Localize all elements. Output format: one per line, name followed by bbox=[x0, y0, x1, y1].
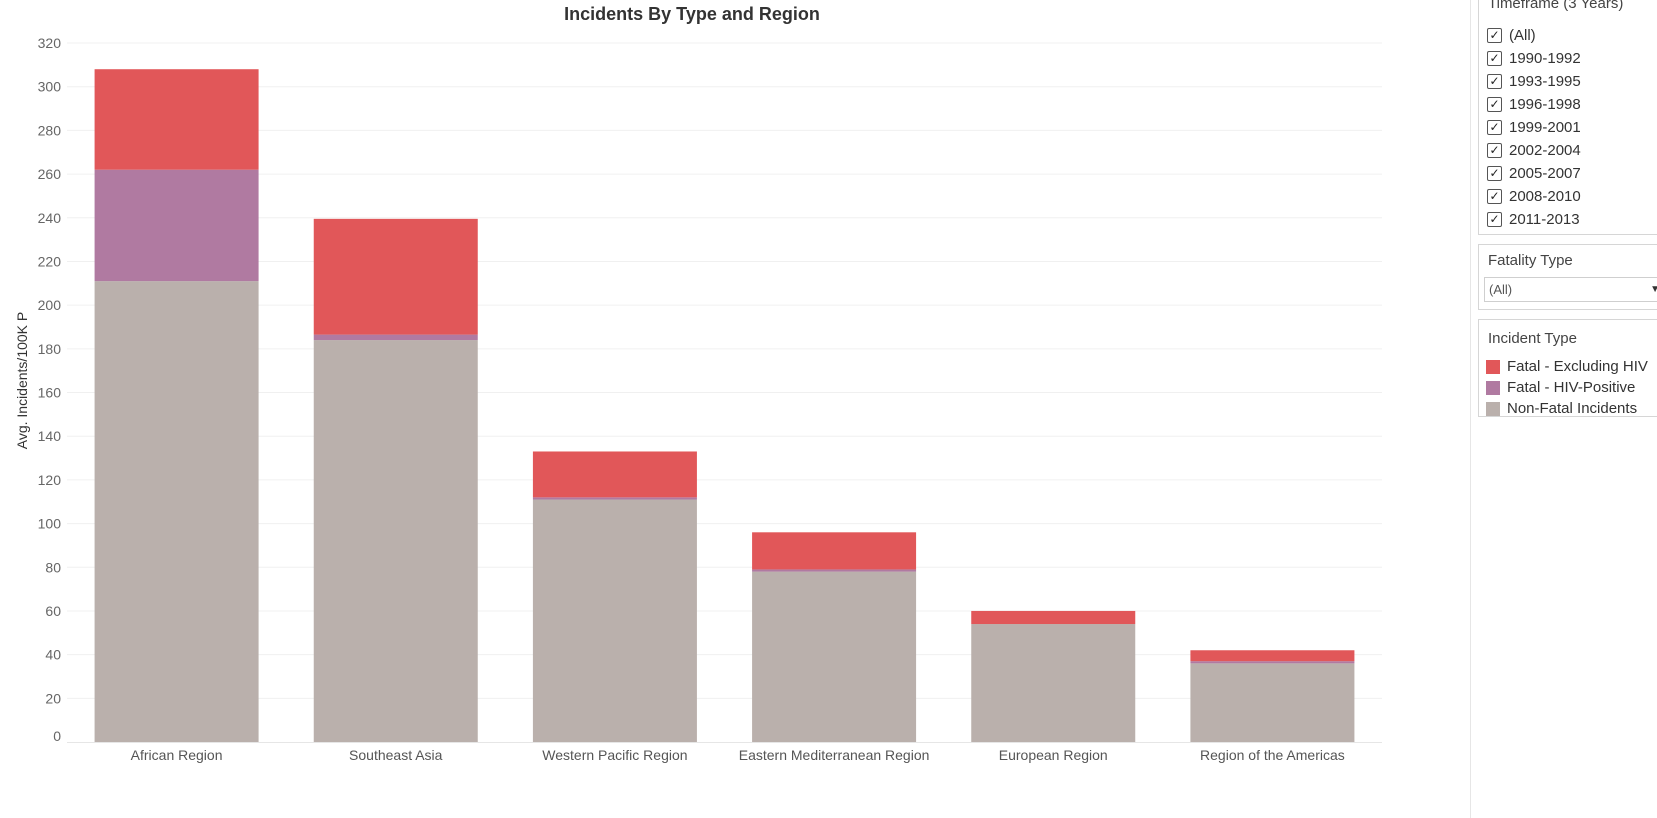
bar-segment bbox=[1190, 663, 1355, 742]
legend-items: Fatal - Excluding HIV Fatal - HIV-Positiv… bbox=[1479, 356, 1657, 419]
timeframe-option[interactable]: ✓ 2011-2013 bbox=[1479, 208, 1657, 231]
timeframe-option[interactable]: ✓ 1996-1998 bbox=[1479, 93, 1657, 116]
chevron-down-icon: ▼ bbox=[1650, 284, 1657, 295]
timeframe-option-label: 2008-2010 bbox=[1509, 188, 1581, 205]
chart: 0 20 40 60 80 100 120 140 160 180 200 220 240 260 280 3… bbox=[14, 4, 1382, 763]
bar-segment bbox=[532, 451, 697, 498]
chart-area: 0 20 40 60 80 100 120 140 160 180 200 220 240 260 280 3… bbox=[14, 4, 1382, 763]
y-tick-label: 180 bbox=[38, 341, 62, 357]
bar-segment bbox=[752, 569, 917, 572]
y-axis-label: Avg. Incidents/100K P bbox=[14, 312, 30, 450]
y-tick-label: 240 bbox=[38, 210, 62, 226]
y-tick-label: 160 bbox=[38, 385, 62, 401]
y-tick-label: 260 bbox=[38, 166, 62, 182]
legend-label: Non-Fatal Incidents bbox=[1507, 400, 1638, 417]
bar-segment bbox=[94, 69, 259, 170]
check-icon[interactable]: ✓ bbox=[1487, 212, 1502, 227]
legend-label: Fatal - Excluding HIV bbox=[1507, 358, 1648, 375]
timeframe-option[interactable]: ✓ 1990-1992 bbox=[1479, 47, 1657, 70]
bar-segment bbox=[94, 169, 259, 282]
bar-segment bbox=[1190, 650, 1355, 662]
timeframe-filter-title: Timeframe (3 Years) bbox=[1488, 0, 1624, 12]
y-tick-label: 220 bbox=[38, 253, 62, 269]
x-tick-label: Western Pacific Region bbox=[542, 747, 687, 763]
timeframe-option-label: 2011-2013 bbox=[1509, 211, 1580, 228]
bar-segment bbox=[313, 218, 478, 335]
check-icon[interactable]: ✓ bbox=[1487, 189, 1502, 204]
bar-segment bbox=[532, 499, 697, 742]
check-icon[interactable]: ✓ bbox=[1487, 28, 1502, 43]
fatality-type-select[interactable]: (All) ▼ bbox=[1484, 277, 1657, 302]
timeframe-option-label: 1996-1998 bbox=[1509, 96, 1581, 113]
timeframe-option-label: (All) bbox=[1509, 27, 1536, 44]
legend-swatch bbox=[1486, 380, 1500, 395]
legend-item[interactable]: Fatal - Excluding HIV bbox=[1479, 356, 1657, 377]
bar-segment bbox=[971, 610, 1136, 625]
timeframe-option[interactable]: ✓ 1993-1995 bbox=[1479, 70, 1657, 93]
bar-segment bbox=[94, 281, 259, 742]
y-tick-label: 40 bbox=[45, 647, 61, 663]
legend-label: Fatal - HIV-Positive bbox=[1507, 379, 1636, 396]
legend-item[interactable]: Fatal - HIV-Positive bbox=[1479, 377, 1657, 398]
bar-segment bbox=[313, 340, 478, 742]
timeframe-option-label: 1999-2001 bbox=[1509, 119, 1581, 136]
x-tick-label: European Region bbox=[999, 747, 1108, 763]
y-tick-label: 60 bbox=[45, 603, 61, 619]
bar-segment bbox=[752, 532, 917, 570]
bar-segment bbox=[532, 497, 697, 500]
timeframe-filter: Timeframe (3 Years) ✓ (All) ✓ 1990-1992 ✓ 199… bbox=[1478, 0, 1657, 235]
sidebar: Timeframe (3 Years) ✓ (All) ✓ 1990-1992 ✓ 199… bbox=[1470, 0, 1657, 818]
x-tick-label: Southeast Asia bbox=[349, 747, 443, 763]
x-tick-label: Eastern Mediterranean Region bbox=[739, 747, 930, 763]
bar-segment bbox=[1190, 661, 1355, 664]
y-tick-label: 320 bbox=[38, 35, 62, 51]
y-tick-label: 140 bbox=[38, 428, 62, 444]
y-tick-label: 100 bbox=[38, 516, 62, 532]
y-tick-label: 20 bbox=[45, 690, 61, 706]
y-tick-label: 80 bbox=[45, 559, 61, 575]
timeframe-option-label: 1990-1992 bbox=[1509, 50, 1581, 67]
fatality-type-title: Fatality Type bbox=[1488, 252, 1573, 269]
y-tick-label: 0 bbox=[53, 728, 61, 744]
check-icon[interactable]: ✓ bbox=[1487, 97, 1502, 112]
y-tick-label: 280 bbox=[38, 122, 62, 138]
legend-item[interactable]: Non-Fatal Incidents bbox=[1479, 398, 1657, 419]
timeframe-option[interactable]: ✓ (All) bbox=[1479, 24, 1657, 47]
bar-segment bbox=[752, 571, 917, 742]
y-tick-label: 120 bbox=[38, 472, 62, 488]
legend-swatch bbox=[1486, 401, 1500, 416]
timeframe-option[interactable]: ✓ 2008-2010 bbox=[1479, 185, 1657, 208]
legend-title: Incident Type bbox=[1488, 330, 1577, 347]
fatality-type-value: (All) bbox=[1489, 282, 1513, 297]
timeframe-option[interactable]: ✓ 2005-2007 bbox=[1479, 162, 1657, 185]
timeframe-option-label: 2005-2007 bbox=[1509, 165, 1581, 182]
y-tick-label: 200 bbox=[38, 297, 62, 313]
x-tick-label: African Region bbox=[131, 747, 223, 763]
timeframe-option[interactable]: ✓ 2002-2004 bbox=[1479, 139, 1657, 162]
check-icon[interactable]: ✓ bbox=[1487, 166, 1502, 181]
fatality-type-filter: Fatality Type (All) ▼ bbox=[1478, 244, 1657, 310]
check-icon[interactable]: ✓ bbox=[1487, 51, 1502, 66]
legend-swatch bbox=[1486, 359, 1500, 374]
bar-segment bbox=[313, 334, 478, 341]
incident-type-legend: Incident Type Fatal - Excluding HIV Fatal… bbox=[1478, 319, 1657, 417]
timeframe-option[interactable]: ✓ 1999-2001 bbox=[1479, 116, 1657, 139]
chart-title: Incidents By Type and Region bbox=[564, 4, 820, 24]
timeframe-option-label: 1993-1995 bbox=[1509, 73, 1581, 90]
timeframe-option-label: 2002-2004 bbox=[1509, 142, 1581, 159]
check-icon[interactable]: ✓ bbox=[1487, 120, 1502, 135]
check-icon[interactable]: ✓ bbox=[1487, 74, 1502, 89]
bar-segment bbox=[971, 624, 1136, 742]
x-tick-label: Region of the Americas bbox=[1200, 747, 1345, 763]
timeframe-options: ✓ (All) ✓ 1990-1992 ✓ 1993-1995 ✓ 1996-1998 ✓ 199… bbox=[1479, 24, 1657, 231]
y-tick-label: 300 bbox=[38, 79, 62, 95]
check-icon[interactable]: ✓ bbox=[1487, 143, 1502, 158]
